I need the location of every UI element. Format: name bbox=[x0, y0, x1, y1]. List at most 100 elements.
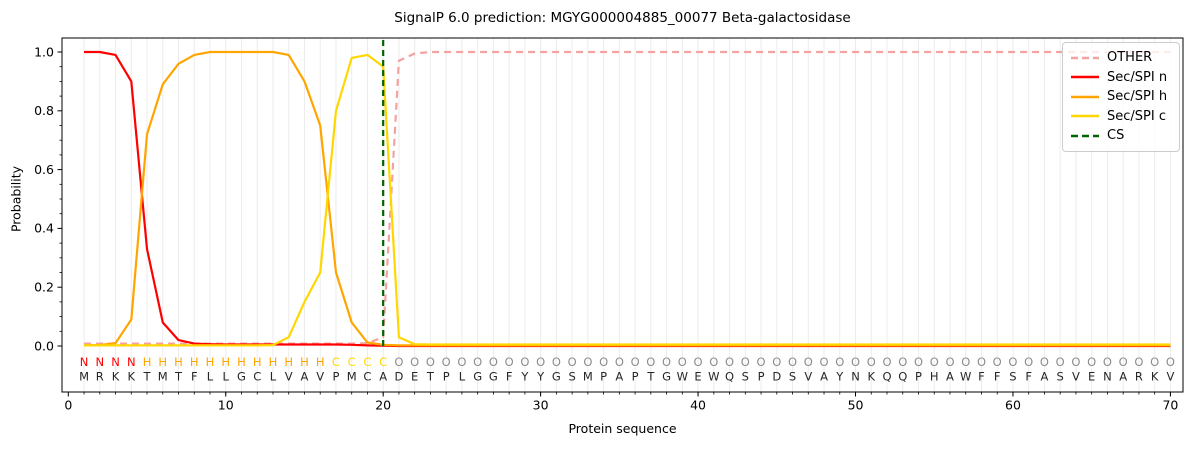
x-tick-label: 10 bbox=[218, 398, 234, 413]
region-letter: O bbox=[536, 355, 545, 369]
sequence-letter: L bbox=[207, 370, 214, 384]
sequence-letter: V bbox=[316, 370, 324, 384]
region-letter: H bbox=[237, 355, 246, 369]
legend-label: Sec/SPI h bbox=[1107, 89, 1168, 105]
region-letter: O bbox=[473, 355, 482, 369]
sequence-letter: S bbox=[742, 370, 749, 384]
region-letter: O bbox=[394, 355, 403, 369]
region-letter: O bbox=[804, 355, 813, 369]
sequence-letter: K bbox=[1151, 370, 1159, 384]
legend-item-other: OTHER bbox=[1070, 48, 1171, 68]
region-letter: O bbox=[615, 355, 624, 369]
region-letter: O bbox=[1071, 355, 1080, 369]
axes-box bbox=[61, 37, 1184, 393]
sequence-letter: V bbox=[1072, 370, 1080, 384]
region-letter: C bbox=[332, 355, 340, 369]
region-letter: O bbox=[1119, 355, 1128, 369]
sequence-letter: G bbox=[473, 370, 482, 384]
sequence-letter: G bbox=[662, 370, 671, 384]
region-letter: O bbox=[914, 355, 923, 369]
sequence-letter: A bbox=[379, 370, 387, 384]
region-letter: H bbox=[174, 355, 183, 369]
legend-item-sec-spi-h: Sec/SPI h bbox=[1070, 87, 1171, 107]
region-letter: N bbox=[127, 355, 136, 369]
region-letter: O bbox=[520, 355, 529, 369]
chart-title: SignalP 6.0 prediction: MGYG000004885_00… bbox=[394, 10, 851, 26]
sequence-letter: P bbox=[915, 370, 922, 384]
region-letter: O bbox=[1134, 355, 1143, 369]
legend-label: Sec/SPI c bbox=[1107, 108, 1166, 124]
region-letter: O bbox=[410, 355, 419, 369]
region-letter: O bbox=[961, 355, 970, 369]
region-letter: C bbox=[379, 355, 387, 369]
region-letter: O bbox=[835, 355, 844, 369]
sequence-letter: P bbox=[332, 370, 339, 384]
legend-line-swatch bbox=[1071, 76, 1099, 79]
y-tick-label: 0.2 bbox=[34, 280, 54, 295]
sequence-letter: H bbox=[930, 370, 939, 384]
sequence-letter: T bbox=[143, 370, 152, 384]
sequence-letter: A bbox=[615, 370, 623, 384]
sequence-letter: E bbox=[694, 370, 701, 384]
region-letter: H bbox=[190, 355, 199, 369]
region-letter: O bbox=[1024, 355, 1033, 369]
sequence-letter: Q bbox=[725, 370, 734, 384]
legend-label: Sec/SPI n bbox=[1107, 69, 1168, 85]
y-tick-label: 0.8 bbox=[34, 103, 54, 118]
series-sec-spi-n bbox=[84, 50, 1171, 348]
x-tick-label: 40 bbox=[690, 398, 706, 413]
sequence-letter: C bbox=[253, 370, 261, 384]
x-tick-label: 70 bbox=[1162, 398, 1178, 413]
sequence-letter: G bbox=[489, 370, 498, 384]
region-letter: H bbox=[316, 355, 325, 369]
y-tick-label: 1.0 bbox=[34, 44, 54, 59]
legend-line-swatch bbox=[1071, 56, 1099, 59]
series-sec-spi-h bbox=[83, 50, 1171, 347]
region-letter: O bbox=[709, 355, 718, 369]
legend-item-sec-spi-n: Sec/SPI n bbox=[1070, 68, 1171, 88]
sequence-letter: W bbox=[960, 370, 971, 384]
sequence-letter: Q bbox=[898, 370, 907, 384]
sequence-letter: E bbox=[1088, 370, 1095, 384]
legend-item-sec-spi-c: Sec/SPI c bbox=[1070, 107, 1171, 127]
region-letter: N bbox=[80, 355, 89, 369]
region-letter: C bbox=[348, 355, 356, 369]
region-letter: O bbox=[1166, 355, 1175, 369]
region-letter: O bbox=[442, 355, 451, 369]
sequence-letter: V bbox=[804, 370, 812, 384]
sequence-letter: M bbox=[583, 370, 593, 384]
sequence-letter: C bbox=[363, 370, 371, 384]
region-letter: O bbox=[945, 355, 954, 369]
y-tick-label: 0.0 bbox=[34, 338, 54, 353]
legend: OTHER Sec/SPI n Sec/SPI h Sec/SPI c CS bbox=[1062, 42, 1180, 152]
x-tick-label: 50 bbox=[848, 398, 864, 413]
sequence-letter: P bbox=[758, 370, 765, 384]
series-sec-spi-c bbox=[84, 53, 1171, 347]
sequence-letter: A bbox=[301, 370, 309, 384]
region-letter: O bbox=[993, 355, 1002, 369]
region-letter: O bbox=[662, 355, 671, 369]
sequence-letter: A bbox=[1041, 370, 1049, 384]
region-letter: O bbox=[489, 355, 498, 369]
sequence-letter: A bbox=[946, 370, 954, 384]
region-letter: O bbox=[867, 355, 876, 369]
sequence-letter: G bbox=[552, 370, 561, 384]
region-letter: O bbox=[1150, 355, 1159, 369]
sequence-letter: M bbox=[158, 370, 168, 384]
sequence-letter: F bbox=[191, 370, 198, 384]
y-tick-label: 0.6 bbox=[34, 162, 54, 177]
sequence-letter: A bbox=[1119, 370, 1127, 384]
region-letter: O bbox=[694, 355, 703, 369]
sequence-letter: W bbox=[708, 370, 719, 384]
region-letter: O bbox=[1040, 355, 1049, 369]
sequence-letter: M bbox=[347, 370, 357, 384]
region-letter: O bbox=[772, 355, 781, 369]
region-letter: O bbox=[568, 355, 577, 369]
sequence-letter: T bbox=[174, 370, 183, 384]
region-letter: O bbox=[757, 355, 766, 369]
region-letter: O bbox=[898, 355, 907, 369]
sequence-letter: T bbox=[646, 370, 655, 384]
sequence-letter: P bbox=[600, 370, 607, 384]
